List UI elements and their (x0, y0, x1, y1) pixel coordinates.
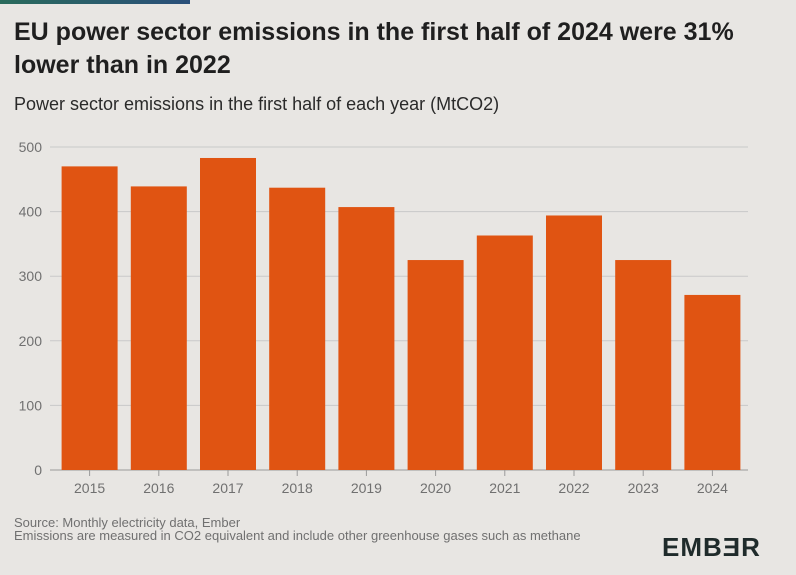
x-tick-label: 2015 (74, 480, 105, 496)
chart-footer: Source: Monthly electricity data, Ember … (14, 516, 654, 542)
x-tick-label: 2018 (282, 480, 313, 496)
chart-title: EU power sector emissions in the first h… (14, 18, 734, 79)
bar-chart: 0 100 200 300 400 500 2015 2016 2017 2018 2019 2020… (19, 139, 748, 496)
bar-2021 (476, 235, 533, 470)
x-tick-label: 2017 (212, 480, 243, 496)
bar-2019 (338, 207, 395, 470)
x-tick-label: 2020 (420, 480, 451, 496)
methodology-note: Emissions are measured in CO2 equivalent… (14, 528, 581, 543)
x-tick-label: 2024 (697, 480, 728, 496)
bar-2022 (546, 215, 602, 470)
x-tick-label: 2022 (558, 480, 589, 496)
y-tick-label: 400 (19, 204, 43, 220)
chart-subtitle: Power sector emissions in the first half… (14, 94, 500, 114)
bar-2023 (615, 260, 672, 470)
brand-accent-bar (0, 0, 190, 4)
bar-2018 (269, 187, 326, 470)
ember-logo: EMBƎR (662, 532, 761, 562)
y-tick-label: 0 (34, 462, 42, 478)
y-tick-label: 300 (19, 268, 43, 284)
bar-2024 (684, 294, 741, 470)
bar-2020 (407, 260, 464, 470)
x-tick-label: 2019 (351, 480, 382, 496)
x-tick-label: 2021 (489, 480, 520, 496)
bar-2016 (130, 186, 187, 470)
x-tick-label: 2016 (143, 480, 174, 496)
bar-2015 (61, 166, 118, 470)
x-tick-label: 2023 (628, 480, 659, 496)
source-note: Source: Monthly electricity data, Ember (14, 515, 241, 530)
y-tick-label: 200 (19, 333, 43, 349)
y-tick-label: 100 (19, 397, 43, 413)
y-tick-label: 500 (19, 139, 43, 155)
bar-2017 (200, 157, 256, 470)
